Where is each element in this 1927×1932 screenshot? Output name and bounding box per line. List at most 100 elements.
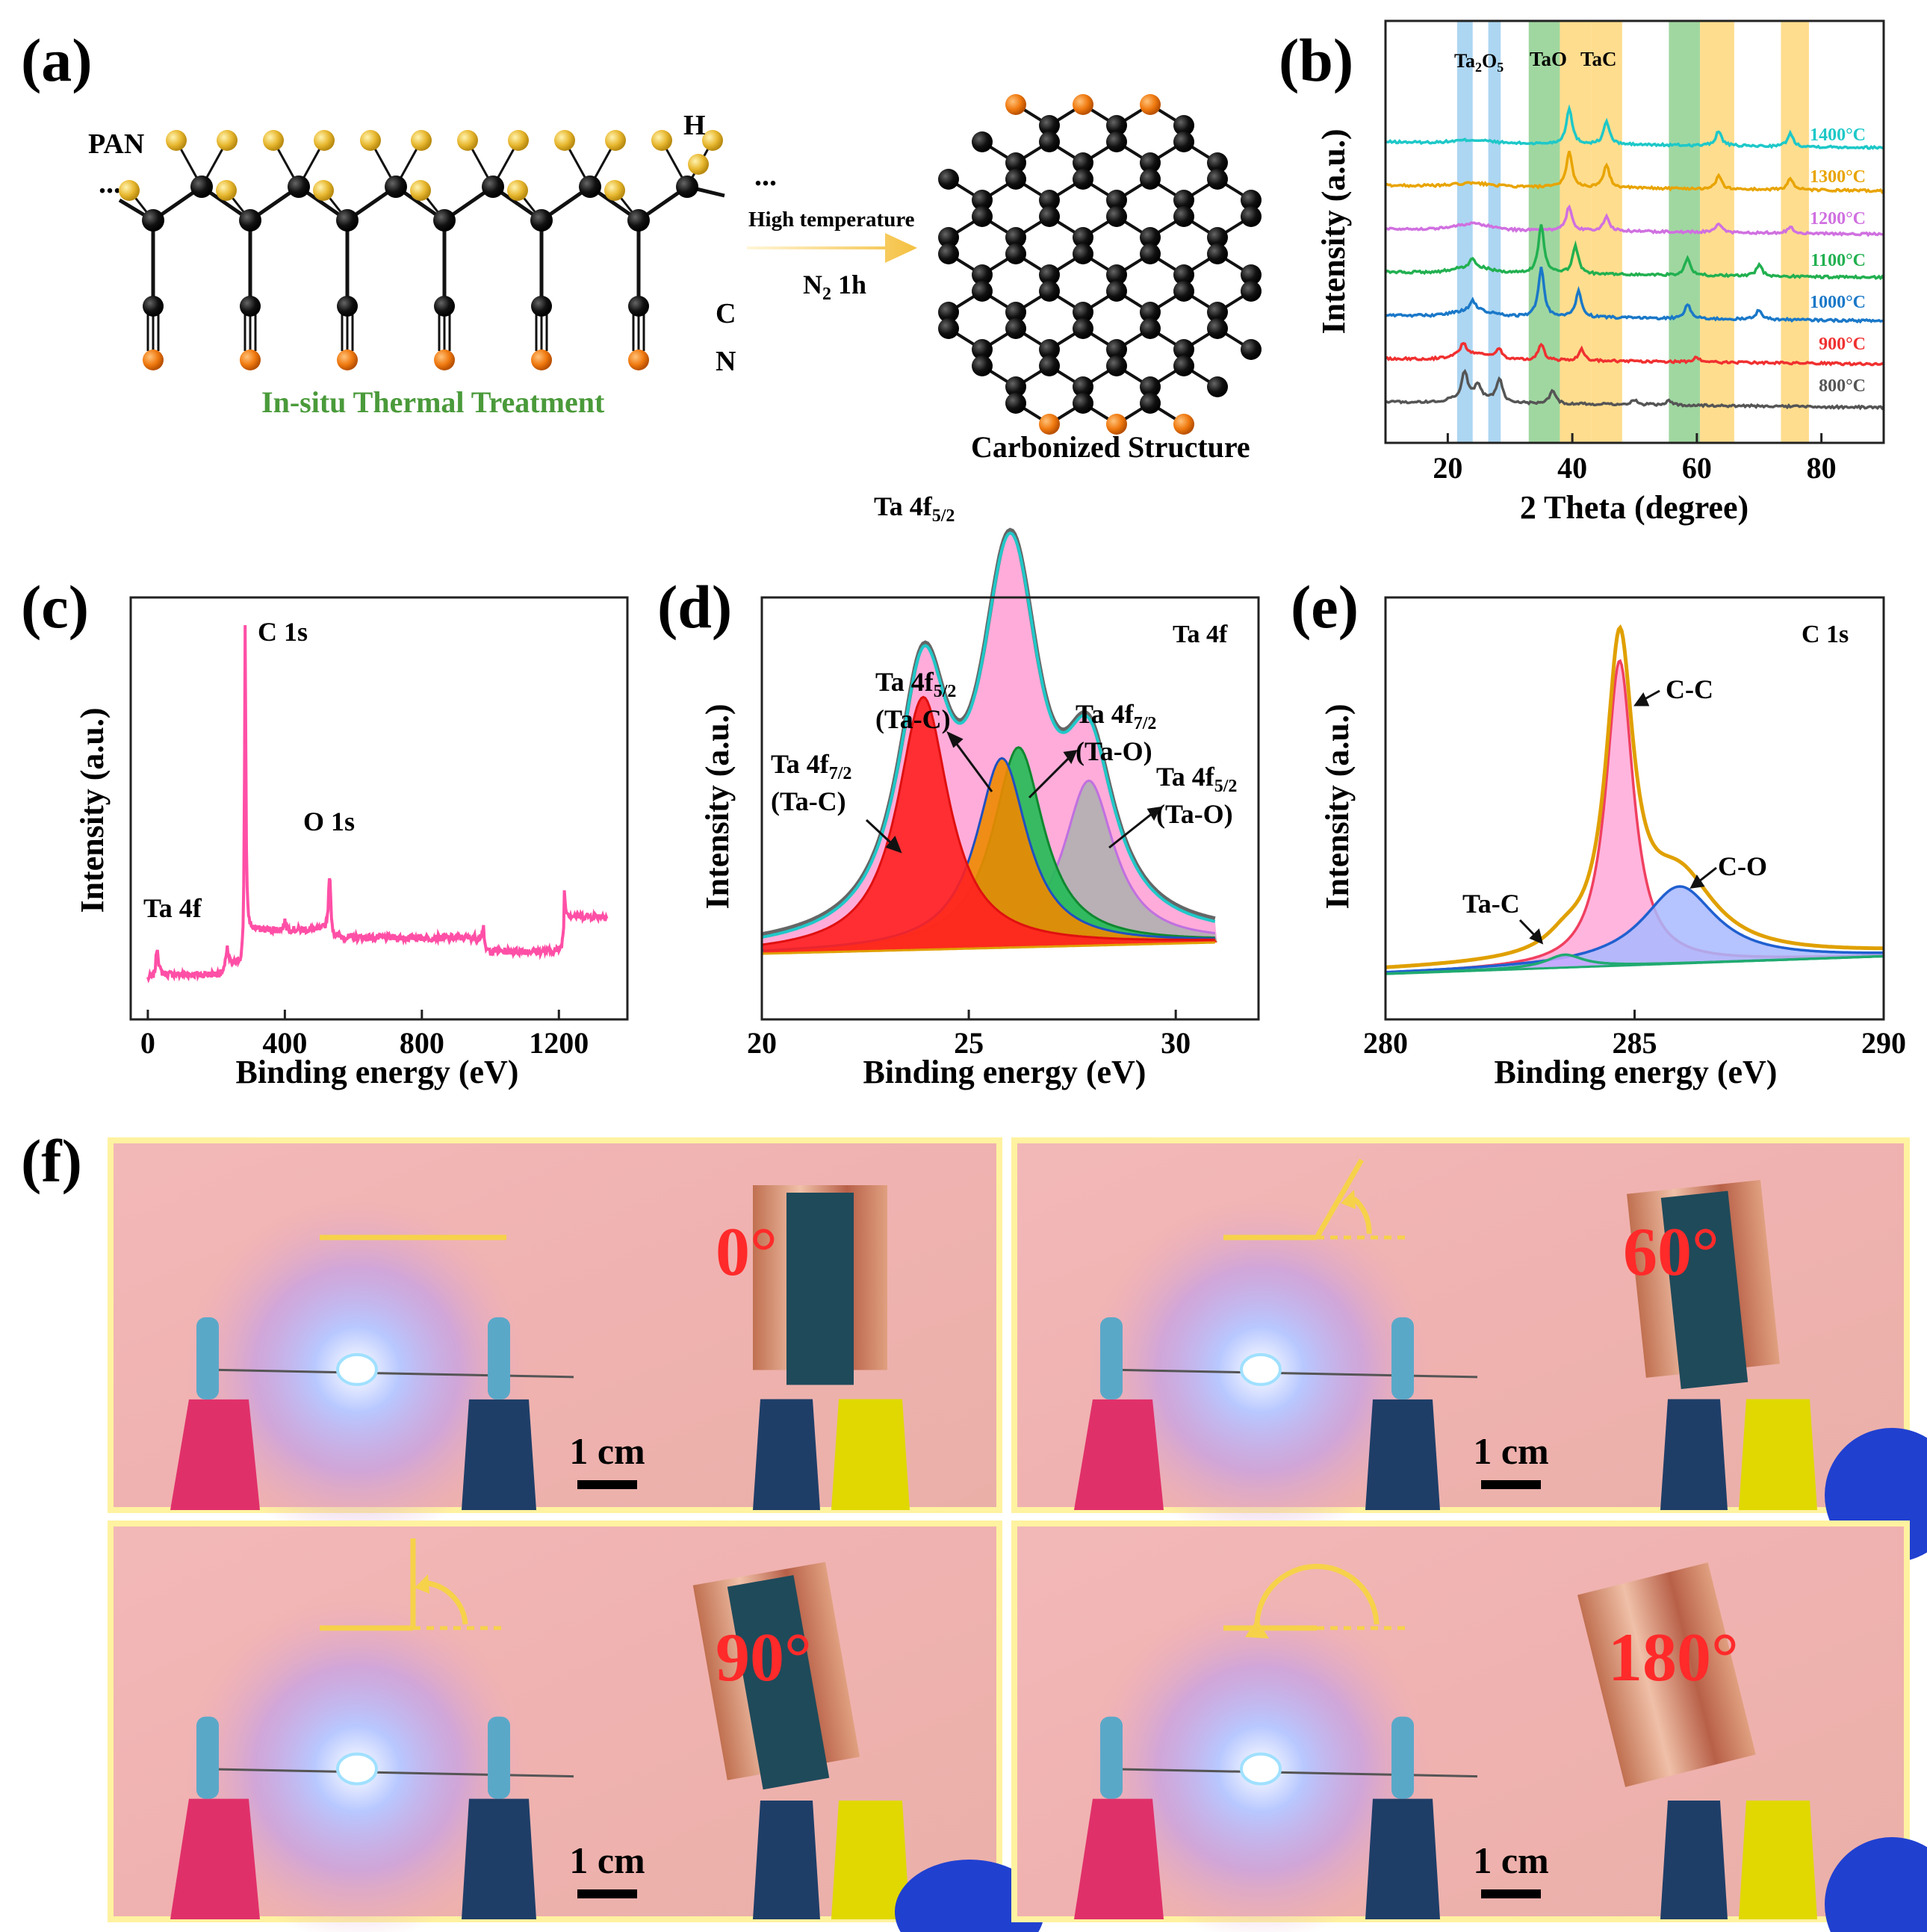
carbon-atom xyxy=(1207,169,1228,190)
xtick-label: 290 xyxy=(1861,1026,1906,1060)
nitrogen-atom xyxy=(1106,414,1127,435)
ta2o5-ta: Ta xyxy=(1454,50,1475,72)
annot0-sub: 7/2 xyxy=(829,764,852,783)
ta4f-fit-components xyxy=(761,527,1217,955)
panel-c: (c) C 1s O 1s Ta 4f 0 400 800 1200 Binding … xyxy=(21,573,629,1090)
fit-c-o xyxy=(1385,886,1884,975)
pan-label: PAN xyxy=(88,128,144,160)
peak-c1s-label: C 1s xyxy=(258,617,308,647)
annot3-sub: 5/2 xyxy=(1214,777,1238,796)
hydrogen-atom xyxy=(313,180,334,201)
stray-main: Ta 4f xyxy=(874,491,933,521)
carbon-atom xyxy=(1241,206,1262,227)
band-label-tac: TaC xyxy=(1580,48,1617,70)
clip-blue xyxy=(462,1798,536,1919)
led-bulb xyxy=(1240,1352,1282,1386)
nitrogen-atom xyxy=(143,350,164,370)
bend-arrow-arc xyxy=(1352,1196,1372,1234)
backbone-carbon-atom xyxy=(385,176,407,198)
envelope-line xyxy=(761,531,1216,939)
panel-d-label: (d) xyxy=(657,573,732,641)
carbon-atom xyxy=(1140,169,1161,190)
panel-d-title: Ta 4f xyxy=(1173,621,1228,648)
backbone-carbon-atom xyxy=(676,176,698,198)
annot-ta4f72-tao-state: (Ta-O) xyxy=(1076,736,1152,766)
background-line xyxy=(761,941,1215,955)
carbon-atom xyxy=(938,227,959,248)
clip-blue-jaw xyxy=(488,1317,510,1400)
xtick-label: 30 xyxy=(1161,1026,1191,1060)
temp-label: 900°C xyxy=(1819,335,1866,354)
nitrogen-label: N xyxy=(716,346,736,377)
hydrogen-atom xyxy=(554,130,575,151)
panel-b-frame xyxy=(1384,19,1885,444)
nitrogen-atom xyxy=(1039,414,1060,435)
backbone-carbon-atom xyxy=(336,209,359,232)
clip-blue xyxy=(1365,1399,1440,1510)
bend-arrow-head xyxy=(415,1574,429,1594)
panel-b-label: (b) xyxy=(1279,26,1353,94)
carbon-label: C xyxy=(716,298,736,329)
panel-f-label: (f) xyxy=(21,1127,82,1195)
carbon-atom xyxy=(1039,339,1060,360)
carbon-atom xyxy=(1173,264,1194,285)
scale-bar xyxy=(577,1889,637,1898)
structure-label: Carbonized Structure xyxy=(971,430,1250,464)
carbon-atom xyxy=(1073,152,1093,173)
carbon-atom xyxy=(1207,318,1228,339)
panel-e-xlabel: Binding energy (eV) xyxy=(1495,1054,1778,1090)
led-wire xyxy=(199,1368,574,1379)
carbon-atom xyxy=(1073,376,1093,397)
n2-main: N xyxy=(803,270,822,299)
carbon-atom xyxy=(1140,318,1161,339)
clip-blue-jaw xyxy=(1391,1716,1414,1799)
panel-b-xticks: 20 40 60 80 xyxy=(1433,433,1837,485)
led-bulb xyxy=(336,1752,378,1786)
sample-assembly xyxy=(753,1185,887,1385)
peak-o1s-label: O 1s xyxy=(303,807,355,836)
carbon-atom xyxy=(1106,355,1127,376)
ellipsis-left: ... xyxy=(99,166,121,199)
sample-assembly xyxy=(692,1562,860,1790)
panel-b: (b) Ta2O5 TaO TaC 1400°C1300°C1200°C1100… xyxy=(1279,19,1885,526)
panel-f: (f) 0° 1 cm 60° 1 cm 90° 1 cm 180° 1 cm xyxy=(21,1127,1927,1932)
xtick-label: 400 xyxy=(262,1026,307,1060)
nitrogen-atom xyxy=(434,350,455,370)
clip-red-jaw xyxy=(1100,1716,1123,1799)
scale-label: 1 cm xyxy=(569,1839,645,1881)
annot-tac: Ta-C xyxy=(1462,889,1520,919)
xtick-label: 0 xyxy=(140,1026,155,1060)
carbon-atom xyxy=(1039,190,1060,211)
annot-cc: C-C xyxy=(1666,674,1713,704)
bend-arrow-arc xyxy=(427,1580,468,1625)
reaction-arrow xyxy=(747,233,917,263)
carbon-atom xyxy=(1106,190,1127,211)
annot-ta4f52-tao-state: (Ta-O) xyxy=(1156,799,1233,829)
clip-blue xyxy=(462,1399,536,1510)
carbon-atom xyxy=(1241,339,1262,360)
carbonized-structure-network xyxy=(938,94,1262,435)
panel-d-arrows xyxy=(865,730,1161,854)
clip-blue-right xyxy=(1660,1399,1728,1510)
nitrile-carbon-atom xyxy=(434,296,455,317)
bend-arrow-arc xyxy=(1254,1564,1380,1629)
clip-blue-jaw xyxy=(488,1716,510,1799)
clip-red xyxy=(170,1798,260,1919)
panel-a-label: (a) xyxy=(21,26,93,94)
carbon-atom xyxy=(1106,264,1127,285)
led-wire xyxy=(1103,1768,1478,1778)
bend-arrow-head xyxy=(1245,1619,1269,1639)
xrd-line-1300c xyxy=(1385,150,1885,195)
annot1-sub: 5/2 xyxy=(934,682,957,701)
carbon-atom xyxy=(1241,264,1262,285)
hydrogen-atom xyxy=(605,130,626,151)
panel-d: (d) Ta 4f Ta 4f7/2 (Ta-C) Ta 4f5/2 (Ta-C… xyxy=(657,527,1260,1090)
led-bulb xyxy=(336,1352,378,1386)
xtick-label: 60 xyxy=(1682,451,1712,485)
scale-bar xyxy=(577,1480,637,1489)
phase-band-2 xyxy=(1528,21,1560,443)
panel-c-xticks: 0 400 800 1200 xyxy=(140,1010,589,1060)
nitrogen-atom xyxy=(1140,94,1161,115)
bend-indicator xyxy=(320,1538,506,1631)
carbon-atom xyxy=(1073,169,1093,190)
